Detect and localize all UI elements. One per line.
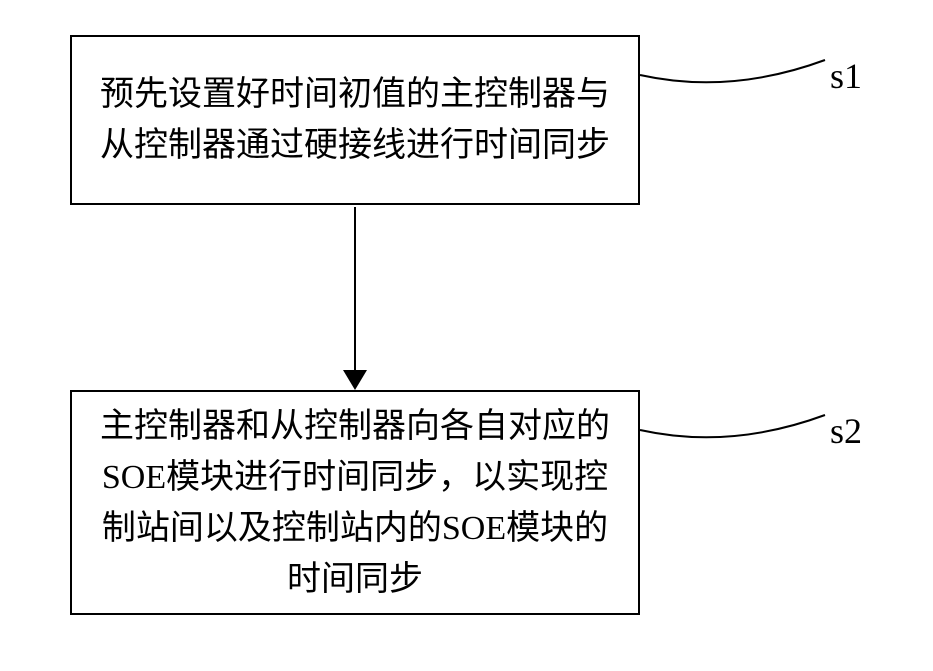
connector-2 [640,395,835,455]
step-label-2: s2 [830,410,862,452]
step-box-1: 预先设置好时间初值的主控制器与从控制器通过硬接线进行时间同步 [70,35,640,205]
step-1-text: 预先设置好时间初值的主控制器与从控制器通过硬接线进行时间同步 [92,69,618,171]
connector-1 [640,40,835,100]
step-2-text: 主控制器和从控制器向各自对应的SOE模块进行时间同步，以实现控制站间以及控制站内… [92,401,618,605]
flowchart-container: 预先设置好时间初值的主控制器与从控制器通过硬接线进行时间同步 s1 主控制器和从… [0,0,933,671]
arrow-line [354,207,356,372]
step-box-2: 主控制器和从控制器向各自对应的SOE模块进行时间同步，以实现控制站间以及控制站内… [70,390,640,615]
arrow-head [343,370,367,390]
step-label-1: s1 [830,55,862,97]
